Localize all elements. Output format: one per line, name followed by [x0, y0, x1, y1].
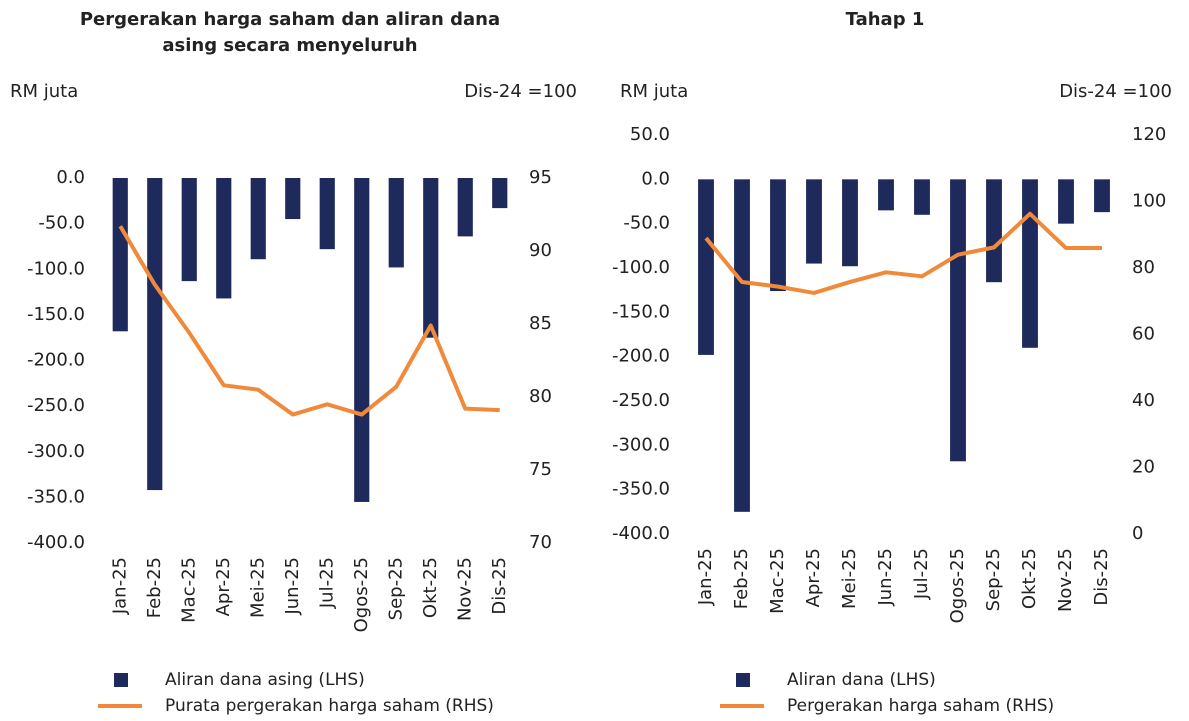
x-tick-label: Jun-25	[875, 548, 896, 607]
y2-tick-label: 0	[1132, 523, 1143, 544]
x-tick-label: Nov-25	[1055, 548, 1076, 612]
y-tick-label: 0.0	[641, 168, 670, 189]
x-tick-label: Sep-25	[983, 548, 1004, 611]
y-tick-label: -150.0	[27, 304, 85, 325]
y2-tick-label: 70	[529, 532, 552, 553]
bar	[986, 179, 1002, 283]
chart-title: Tahap 1	[846, 9, 925, 30]
x-tick-label: Jan-25	[695, 548, 716, 606]
x-tick-label: Jul-25	[911, 548, 932, 600]
bar	[147, 178, 163, 491]
bar	[457, 178, 473, 237]
bar	[216, 178, 232, 299]
y-tick-label: -50.0	[38, 213, 85, 234]
y2-tick-label: 95	[529, 167, 552, 188]
x-tick-label: Okt-25	[1019, 548, 1040, 609]
legend-label: Aliran dana (LHS)	[787, 670, 936, 690]
y-tick-label: -350.0	[612, 479, 670, 500]
bar	[319, 178, 335, 250]
x-tick-label: Apr-25	[803, 548, 824, 607]
x-tick-label: Feb-25	[144, 557, 165, 618]
bar	[1058, 179, 1074, 224]
bar	[423, 178, 439, 338]
x-tick-label: Feb-25	[731, 548, 752, 609]
legend-swatch	[114, 673, 128, 687]
x-tick-label: Ogos-25	[947, 548, 968, 623]
x-tick-label: Apr-25	[213, 557, 234, 616]
x-tick-label: Sep-25	[385, 557, 406, 620]
y-tick-label: -100.0	[612, 257, 670, 278]
y2-tick-label: 75	[529, 459, 552, 480]
y-tick-label: -100.0	[27, 258, 85, 279]
y-tick-label: 50.0	[630, 124, 670, 145]
y2-tick-label: 60	[1132, 324, 1155, 345]
y-tick-label: -250.0	[27, 395, 85, 416]
bar	[354, 178, 370, 502]
y-axis-label: RM juta	[10, 81, 78, 102]
bar	[698, 179, 714, 355]
bar	[285, 178, 301, 220]
y2-tick-label: 80	[1132, 257, 1155, 278]
bar	[1094, 179, 1110, 213]
y-tick-label: -50.0	[623, 213, 670, 234]
x-tick-label: Dis-25	[1091, 548, 1112, 606]
line	[118, 225, 500, 417]
y2-tick-label: 120	[1132, 124, 1166, 145]
y2-tick-label: 80	[529, 386, 552, 407]
x-tick-label: Nov-25	[454, 557, 475, 621]
y-tick-label: -300.0	[27, 441, 85, 462]
y2-tick-label: 100	[1132, 191, 1166, 212]
y-tick-label: -400.0	[612, 523, 670, 544]
x-tick-label: Mac-25	[178, 557, 199, 623]
y-tick-label: -300.0	[612, 434, 670, 455]
bar	[492, 178, 508, 209]
y-tick-label: -150.0	[612, 301, 670, 322]
bar	[770, 179, 786, 292]
y2-tick-label: 40	[1132, 390, 1155, 411]
bar	[112, 178, 128, 332]
y2-axis-label: Dis-24 =100	[1059, 81, 1172, 102]
y2-tick-label: 90	[529, 240, 552, 261]
y2-tick-label: 20	[1132, 457, 1155, 478]
y2-tick-label: 85	[529, 313, 552, 334]
bar	[734, 179, 750, 512]
bar	[250, 178, 266, 260]
legend-label: Purata pergerakan harga saham (RHS)	[165, 696, 494, 716]
bar	[806, 179, 822, 264]
bar	[914, 179, 930, 215]
legend-label: Aliran dana asing (LHS)	[165, 670, 365, 690]
bar	[950, 179, 966, 462]
x-tick-label: Jan-25	[109, 557, 130, 615]
x-tick-label: Ogos-25	[351, 557, 372, 632]
x-tick-label: Mei-25	[839, 548, 860, 609]
x-tick-label: Dis-25	[489, 557, 510, 615]
bar	[181, 178, 197, 282]
bar	[1022, 179, 1038, 348]
x-tick-label: Jul-25	[316, 557, 337, 609]
legend-label: Pergerakan harga saham (RHS)	[787, 696, 1054, 716]
y-axis-label: RM juta	[620, 81, 688, 102]
line	[704, 211, 1102, 295]
x-tick-label: Jun-25	[282, 557, 303, 616]
y-tick-label: -350.0	[27, 486, 85, 507]
y-tick-label: 0.0	[56, 167, 85, 188]
y2-axis-label: Dis-24 =100	[464, 81, 577, 102]
y-tick-label: -200.0	[612, 346, 670, 367]
legend-swatch	[736, 673, 750, 687]
x-tick-label: Mac-25	[767, 548, 788, 614]
bar	[388, 178, 404, 268]
chart-title: Pergerakan harga saham dan aliran dana as…	[80, 9, 500, 56]
bar	[878, 179, 894, 211]
x-tick-label: Mei-25	[247, 557, 268, 618]
x-tick-label: Okt-25	[420, 557, 441, 618]
bar	[842, 179, 858, 267]
y-tick-label: -250.0	[612, 390, 670, 411]
y-tick-label: -200.0	[27, 350, 85, 371]
y-tick-label: -400.0	[27, 532, 85, 553]
